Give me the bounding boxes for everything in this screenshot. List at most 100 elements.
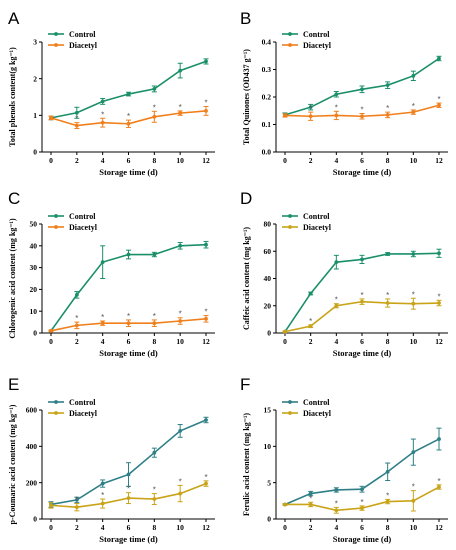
data-point	[204, 242, 208, 247]
y-tick-label: 0	[33, 148, 37, 157]
legend-label: Diacetyl	[303, 409, 332, 418]
x-tick-label: 10	[176, 337, 184, 346]
legend-label: Control	[303, 398, 330, 407]
legend: Control Diacetyl	[282, 398, 332, 418]
data-point	[204, 316, 208, 321]
significance-star: *	[335, 296, 338, 305]
legend-label: Diacetyl	[69, 223, 98, 232]
legend-swatch-marker	[54, 214, 58, 218]
y-tick-label: 2	[33, 74, 37, 83]
x-tick-label: 10	[410, 337, 418, 346]
data-point	[385, 83, 390, 88]
y-tick-label: 3	[33, 38, 37, 47]
significance-star: *	[437, 95, 440, 104]
legend-label: Control	[69, 30, 96, 39]
x-tick-label: 8	[152, 523, 156, 532]
x-tick-label: 12	[202, 337, 210, 346]
significance-star: *	[179, 103, 182, 112]
significance-star: *	[153, 312, 156, 321]
data-point	[152, 114, 157, 119]
data-point	[437, 485, 441, 489]
series-diacetyl	[282, 297, 442, 334]
data-point	[74, 323, 79, 328]
data-point	[152, 87, 157, 91]
x-axis-label: Storage time (d)	[99, 534, 158, 544]
x-tick-label: 4	[101, 337, 105, 346]
y-tick-label: 0	[33, 515, 37, 524]
significance-star: *	[360, 291, 363, 300]
x-tick-label: 10	[410, 156, 418, 165]
data-point	[74, 505, 79, 510]
y-tick-label: 80	[264, 220, 272, 229]
x-axis-label: Storage time (d)	[333, 534, 392, 544]
data-point	[334, 92, 339, 97]
x-tick-label: 10	[410, 523, 418, 532]
significance-star: *	[309, 317, 312, 326]
significance-star: *	[335, 103, 338, 112]
data-point	[360, 506, 364, 510]
x-tick-label: 2	[309, 523, 313, 532]
y-tick-label: 60	[264, 247, 272, 256]
data-point	[100, 321, 105, 326]
data-point	[178, 111, 183, 116]
y-tick-label: 30	[30, 263, 38, 272]
y-tick-label: 0.2	[262, 93, 272, 102]
data-point	[360, 257, 364, 262]
panel-c: C 0 10 20 30 40 50 0 2 4 6 8 10 12 Storage time (d) Chl…	[8, 189, 215, 358]
y-tick-label: 0	[267, 515, 271, 524]
series-diacetyl	[48, 106, 209, 130]
data-point	[385, 469, 390, 474]
data-point	[74, 110, 79, 115]
y-tick-label: 600	[26, 406, 38, 415]
panel-letter: B	[240, 9, 251, 28]
y-axis-label: Total Quinones (OD437 g⁻¹)	[242, 49, 251, 145]
data-point	[360, 487, 364, 492]
x-tick-label: 4	[334, 156, 338, 165]
series-control	[48, 58, 209, 121]
data-point	[49, 328, 53, 333]
panel-letter: A	[8, 9, 20, 28]
legend-label: Diacetyl	[303, 223, 332, 232]
data-point	[308, 291, 313, 296]
significance-star: *	[101, 313, 104, 322]
x-tick-label: 4	[101, 523, 105, 532]
y-tick-label: 5	[267, 478, 271, 487]
significance-star: *	[153, 103, 156, 112]
significance-star: *	[386, 291, 389, 300]
panel-letter: C	[8, 189, 20, 208]
panel-letter: E	[8, 375, 19, 394]
legend-label: Control	[69, 398, 96, 407]
data-point	[308, 114, 313, 119]
y-tick-label: 40	[30, 241, 38, 250]
data-point	[100, 260, 105, 265]
data-point	[334, 508, 339, 513]
series-line	[50, 60, 207, 119]
y-tick-label: 0	[267, 329, 271, 338]
data-point	[100, 99, 105, 104]
data-point	[178, 68, 183, 73]
data-point	[178, 319, 183, 323]
data-point	[308, 105, 313, 110]
x-tick-label: 10	[176, 523, 184, 532]
x-tick-label: 2	[75, 523, 79, 532]
data-point	[126, 252, 131, 257]
y-tick-label: 0.0	[262, 148, 272, 157]
data-point	[204, 109, 208, 113]
significance-star: *	[386, 491, 389, 500]
y-axis-label: Chlorogenic acid content (mg kg⁻¹)	[8, 218, 17, 339]
significance-star: *	[101, 110, 104, 119]
data-point	[411, 73, 416, 78]
data-point	[178, 428, 183, 433]
x-tick-label: 2	[309, 156, 313, 165]
significance-star: *	[386, 104, 389, 113]
significance-star: *	[335, 499, 338, 508]
data-point	[126, 121, 131, 126]
x-axis-label: Storage time (d)	[333, 348, 392, 358]
data-point	[360, 114, 364, 119]
data-point	[204, 481, 208, 486]
significance-star: *	[309, 104, 312, 113]
data-point	[178, 243, 183, 248]
significance-star: *	[309, 494, 312, 503]
